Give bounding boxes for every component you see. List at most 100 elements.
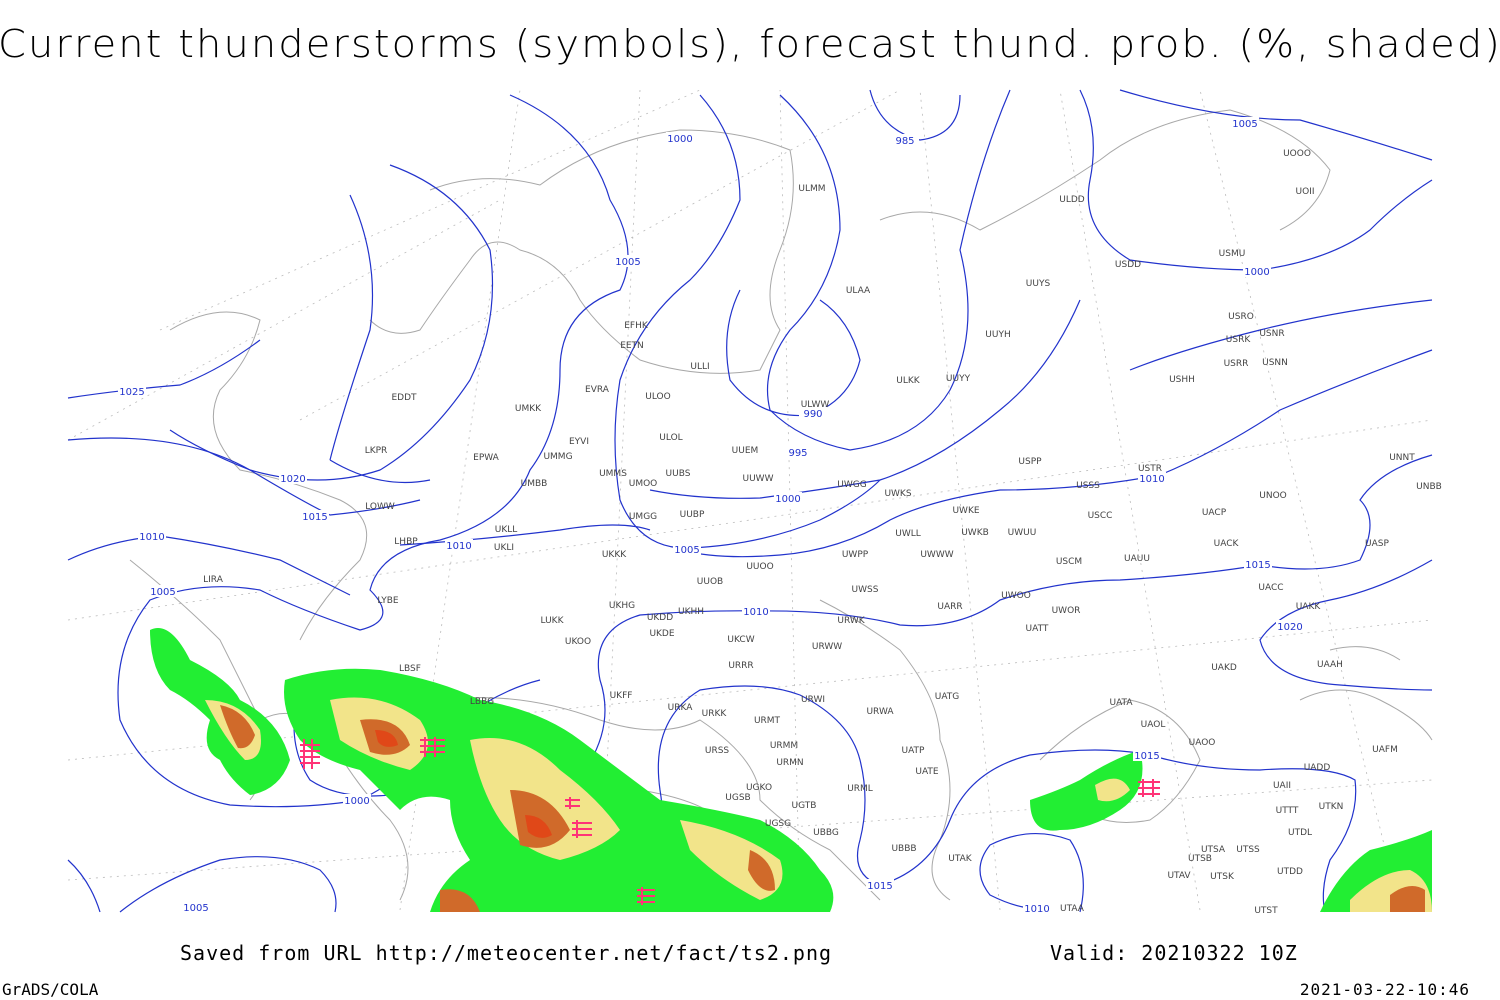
- station-label: UKCW: [727, 635, 754, 645]
- station-label: UACP: [1202, 508, 1227, 518]
- station-label: UAAH: [1317, 660, 1343, 670]
- station-label: EVRA: [585, 385, 610, 395]
- station-label: EPWA: [473, 453, 500, 463]
- station-label: ULOL: [659, 433, 682, 443]
- station-label: UMBB: [521, 479, 548, 489]
- station-label: USRR: [1224, 359, 1249, 369]
- station-label: UAUU: [1124, 554, 1150, 564]
- isobar-label: 1000: [344, 796, 369, 807]
- station-label: URSS: [705, 746, 730, 756]
- station-label: UKDE: [649, 629, 674, 639]
- station-label: UMOO: [629, 479, 658, 489]
- station-label: ULMM: [798, 184, 825, 194]
- isobar-labels: 1000 985 1005 1005 1000 1025 990 995 1020 1000 101…: [118, 117, 1304, 915]
- station-label: UNBB: [1416, 482, 1442, 492]
- isobar-label-bg: [1231, 117, 1259, 129]
- station-label: UAOL: [1141, 720, 1166, 730]
- station-label: UUBS: [666, 469, 691, 479]
- station-label: EDDT: [391, 393, 417, 403]
- isobar-label-bg: [673, 543, 701, 555]
- station-label: UKFF: [610, 691, 633, 701]
- isobar-label-bg: [742, 605, 770, 617]
- isobar-label-bg: [799, 407, 827, 419]
- station-label: USRK: [1226, 335, 1252, 345]
- station-label: UAII: [1273, 781, 1291, 791]
- station-label: UKHG: [609, 601, 635, 611]
- station-label: UTDD: [1277, 867, 1303, 877]
- station-label: UKKK: [602, 550, 627, 560]
- isobar-label-bg: [891, 134, 919, 146]
- station-label: EETN: [620, 341, 644, 351]
- station-label: ULDD: [1059, 195, 1085, 205]
- isobar-label-bg: [1244, 558, 1272, 570]
- station-label: LKPR: [365, 446, 388, 456]
- station-label: UTAA: [1060, 904, 1085, 914]
- station-label: USCC: [1088, 511, 1113, 521]
- isobar-label: 1010: [1139, 474, 1164, 485]
- station-label: UMMG: [543, 452, 572, 462]
- timestamp-text: 2021-03-22-10:46: [1300, 980, 1470, 999]
- station-label: URWI: [801, 695, 825, 705]
- isobar-label: 1015: [302, 512, 327, 523]
- station-label: UTSB: [1188, 854, 1212, 864]
- station-label: URWA: [866, 707, 894, 717]
- isobar-label: 1005: [674, 545, 699, 556]
- station-label: UTSA: [1201, 845, 1226, 855]
- station-label: LBBG: [470, 697, 494, 707]
- valid-text: Valid: 20210322 10Z: [1050, 941, 1298, 965]
- station-label: UTSS: [1236, 845, 1260, 855]
- station-label: UWKS: [884, 489, 911, 499]
- isobar-label-bg: [445, 539, 473, 551]
- station-label: UUYY: [946, 374, 971, 384]
- thunderstorm-symbols: [300, 737, 1160, 905]
- station-label: USMU: [1219, 249, 1246, 259]
- station-label: UTSK: [1210, 872, 1235, 882]
- station-label: UOII: [1296, 187, 1315, 197]
- isobar-label: 1000: [1244, 267, 1269, 278]
- isobar-label: 1010: [743, 607, 768, 618]
- station-label: URMM: [770, 741, 798, 751]
- isobar-label: 1005: [615, 257, 640, 268]
- isobar-label: 995: [788, 448, 807, 459]
- station-label: UNOO: [1259, 491, 1287, 501]
- map-frame: [68, 88, 1432, 912]
- station-label: UBBB: [891, 844, 916, 854]
- station-label: ULKK: [896, 376, 921, 386]
- isobar-label-bg: [614, 255, 642, 267]
- isobar-label: 1015: [1245, 560, 1270, 571]
- station-label: UUYH: [985, 330, 1010, 340]
- isobar-label-bg: [1133, 749, 1161, 761]
- station-label: USCM: [1056, 557, 1082, 567]
- source-text: Saved from URL http://meteocenter.net/fa…: [180, 941, 832, 965]
- isobar-label-bg: [138, 530, 166, 542]
- station-label: UASP: [1365, 539, 1389, 549]
- station-label: ULOO: [645, 392, 670, 402]
- station-label: URML: [847, 784, 873, 794]
- station-label: LBSF: [399, 664, 421, 674]
- station-label: UMGG: [629, 512, 657, 522]
- station-label: UUOB: [697, 577, 723, 587]
- station-label: UWKE: [952, 506, 979, 516]
- station-label: UUOO: [746, 562, 773, 572]
- isobar-label-bg: [774, 492, 802, 504]
- isobar-label-bg: [343, 794, 371, 806]
- isobar-label-bg: [149, 585, 177, 597]
- station-label: UGTB: [792, 801, 817, 811]
- isobars: [67, 89, 1433, 913]
- station-label: UNNT: [1389, 453, 1415, 463]
- station-label: USNR: [1259, 329, 1284, 339]
- isobar-label-bg: [1138, 472, 1166, 484]
- station-label: USRO: [1228, 312, 1254, 322]
- station-label: UADD: [1304, 763, 1331, 773]
- station-label: UBBG: [813, 828, 839, 838]
- station-label: LIRA: [203, 575, 224, 585]
- software-text: GrADS/COLA: [2, 980, 99, 999]
- station-label: UKOO: [565, 637, 591, 647]
- station-label: UUBP: [680, 510, 705, 520]
- station-label: ULLI: [690, 362, 709, 372]
- isobar-label: 1005: [150, 587, 175, 598]
- isobar-label: 1010: [139, 532, 164, 543]
- station-label: LYBE: [377, 596, 398, 606]
- isobar-label: 985: [895, 136, 914, 147]
- isobar-label: 1025: [119, 387, 144, 398]
